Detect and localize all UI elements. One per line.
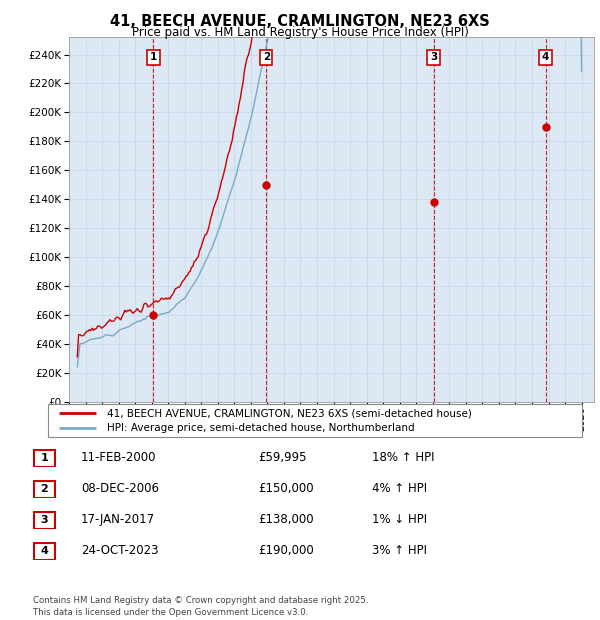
FancyBboxPatch shape: [34, 450, 55, 466]
Text: Price paid vs. HM Land Registry's House Price Index (HPI): Price paid vs. HM Land Registry's House …: [131, 26, 469, 39]
FancyBboxPatch shape: [34, 481, 55, 497]
Text: 08-DEC-2006: 08-DEC-2006: [81, 482, 159, 495]
Text: 1% ↓ HPI: 1% ↓ HPI: [372, 513, 427, 526]
Text: £190,000: £190,000: [258, 544, 314, 557]
Text: 3: 3: [41, 515, 48, 525]
Text: HPI: Average price, semi-detached house, Northumberland: HPI: Average price, semi-detached house,…: [107, 423, 415, 433]
Text: 3: 3: [430, 53, 437, 63]
FancyBboxPatch shape: [34, 543, 55, 559]
Text: 24-OCT-2023: 24-OCT-2023: [81, 544, 158, 557]
Text: 2: 2: [41, 484, 48, 494]
Text: 41, BEECH AVENUE, CRAMLINGTON, NE23 6XS: 41, BEECH AVENUE, CRAMLINGTON, NE23 6XS: [110, 14, 490, 29]
Text: 2: 2: [263, 53, 270, 63]
FancyBboxPatch shape: [48, 404, 582, 437]
Text: £59,995: £59,995: [258, 451, 307, 464]
Text: £150,000: £150,000: [258, 482, 314, 495]
Text: 17-JAN-2017: 17-JAN-2017: [81, 513, 155, 526]
Text: 1: 1: [150, 53, 157, 63]
Text: 18% ↑ HPI: 18% ↑ HPI: [372, 451, 434, 464]
Text: 3% ↑ HPI: 3% ↑ HPI: [372, 544, 427, 557]
Text: 1: 1: [41, 453, 48, 463]
Text: £138,000: £138,000: [258, 513, 314, 526]
Text: Contains HM Land Registry data © Crown copyright and database right 2025.
This d: Contains HM Land Registry data © Crown c…: [33, 596, 368, 617]
Text: 11-FEB-2000: 11-FEB-2000: [81, 451, 157, 464]
Text: 4% ↑ HPI: 4% ↑ HPI: [372, 482, 427, 495]
Text: 4: 4: [542, 53, 549, 63]
Text: 4: 4: [40, 546, 49, 556]
FancyBboxPatch shape: [34, 512, 55, 528]
Text: 41, BEECH AVENUE, CRAMLINGTON, NE23 6XS (semi-detached house): 41, BEECH AVENUE, CRAMLINGTON, NE23 6XS …: [107, 408, 472, 418]
